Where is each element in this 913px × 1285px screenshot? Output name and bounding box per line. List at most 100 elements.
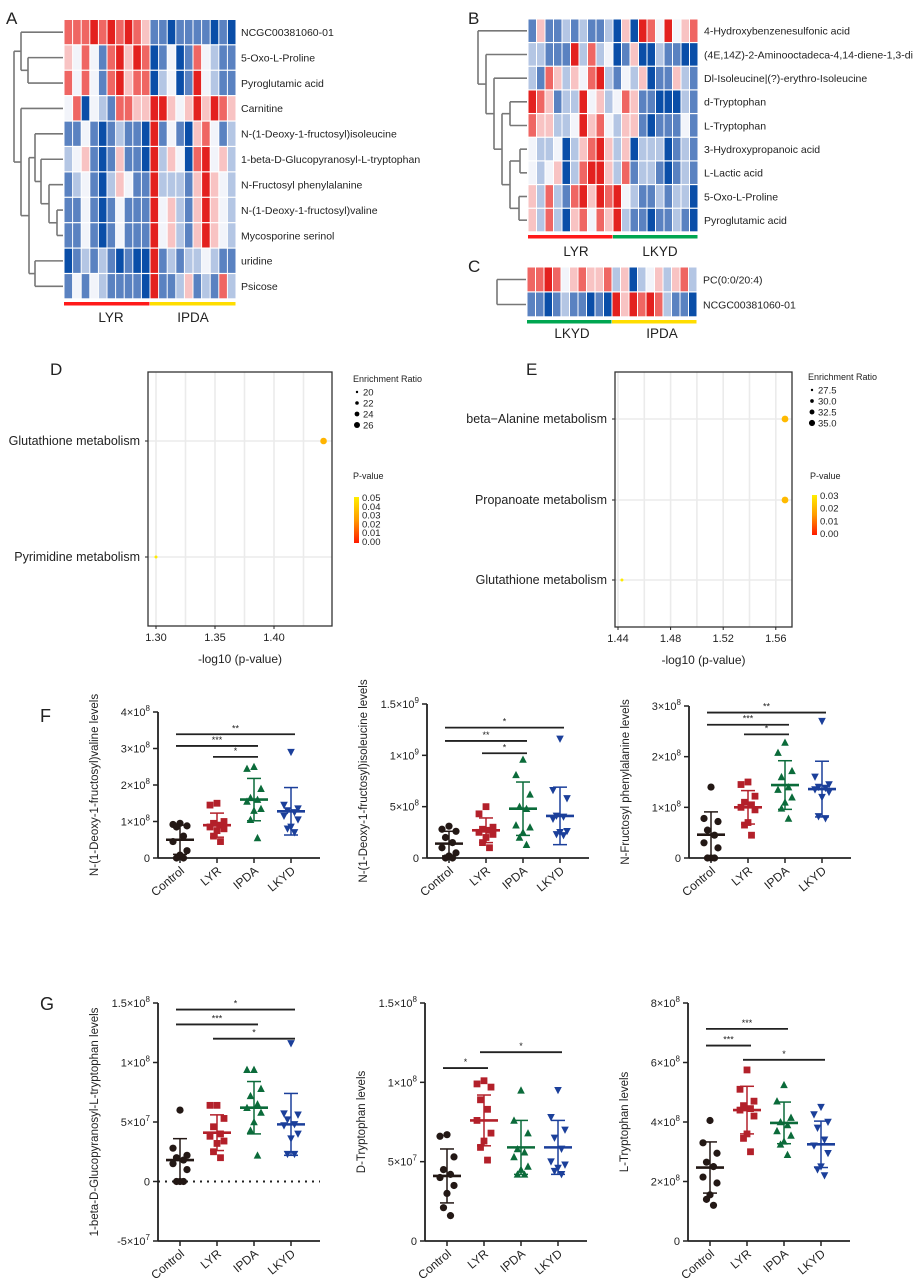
heatmap-cell (664, 66, 672, 90)
heatmap-row-label: (4E,14Z)-2-Aminooctadeca-4,14-diene-1,3-… (704, 49, 913, 61)
heatmap-cell (681, 90, 689, 113)
size-legend-label: 32.5 (818, 408, 837, 419)
heatmap-cell (184, 20, 193, 45)
heatmap-cell (596, 208, 604, 232)
heatmap-cell (537, 114, 545, 137)
heatmap-cell (116, 70, 124, 96)
heatmap-cell (630, 66, 638, 90)
data-point-circle (439, 1166, 448, 1174)
y-tick-exponent: 8 (676, 995, 681, 1004)
heatmap-cell (622, 90, 630, 113)
heatmap-cell (579, 161, 587, 184)
heatmap-cell (184, 274, 193, 299)
heatmap-cell (673, 185, 681, 208)
y-tick-label: 0 (674, 1236, 680, 1248)
heatmap-cell (176, 172, 184, 197)
heatmap-cell (639, 90, 647, 113)
heatmap-cell (202, 197, 210, 223)
data-point-triangle-up (526, 790, 534, 798)
x-tick-label: Control (417, 864, 456, 900)
data-point-triangle-down (559, 832, 568, 840)
data-point-square (740, 1102, 747, 1110)
heatmap-cell (176, 248, 184, 273)
heatmap-cell (656, 114, 664, 137)
data-point-square (489, 823, 497, 831)
group-color-bar (150, 302, 236, 306)
data-point-triangle-down (280, 1110, 288, 1118)
data-point-square (475, 828, 483, 836)
y-tick-label: 0 (144, 853, 150, 865)
heatmap-cell (116, 172, 124, 197)
size-legend-dot (810, 388, 814, 392)
heatmap-cell (596, 161, 604, 184)
heatmap-cell (141, 223, 150, 248)
enrichment-point (154, 555, 158, 559)
heatmap-cell (673, 19, 681, 42)
y-tick-exponent: 7 (413, 1154, 418, 1163)
heatmap-cell (656, 208, 664, 232)
heatmap-cell (141, 147, 150, 172)
significance-stars: *** (742, 1018, 753, 1028)
heatmap-cell (184, 248, 193, 273)
heatmap-cell (202, 45, 210, 70)
heatmap-cell (219, 96, 227, 121)
heatmap-cell (219, 197, 227, 223)
heatmap-cell (605, 161, 613, 184)
data-point-circle (179, 854, 188, 862)
heatmap-cell (202, 147, 210, 172)
heatmap-cell (612, 267, 620, 292)
data-point-circle (169, 1160, 177, 1168)
heatmap-cell (613, 43, 621, 66)
x-tick-label: LYR (198, 863, 224, 888)
heatmap-cell (150, 248, 159, 273)
heatmap-cell (159, 274, 167, 299)
heatmap-cell (107, 223, 116, 248)
heatmap-cell (150, 223, 159, 248)
heatmap-cell (90, 274, 98, 299)
data-point-triangle-up (784, 783, 793, 791)
heatmap-cell (184, 172, 193, 197)
data-point-triangle-down (547, 1158, 555, 1166)
heatmap-cell (107, 274, 116, 299)
heatmap-cell (596, 114, 604, 137)
data-point-triangle-up (787, 1113, 795, 1121)
y-tick-exponent: 8 (146, 814, 151, 823)
y-tick-exponent: 9 (415, 696, 420, 705)
y-tick-mantissa: 1.5×10 (381, 699, 415, 711)
heatmap-cell (545, 90, 553, 113)
heatmap-cell (571, 208, 579, 232)
heatmap-cell (124, 96, 133, 121)
pathway-label: Propanoate metabolism (475, 493, 607, 507)
data-point-square (210, 1123, 217, 1131)
heatmap-cell (176, 197, 184, 223)
y-tick-label: 5×108 (390, 799, 420, 814)
x-tick-label: 1.40 (263, 632, 284, 644)
data-point-triangle-up (773, 1097, 781, 1105)
heatmap-cell (562, 90, 570, 113)
heatmap-cell (73, 45, 81, 70)
heatmap-cell (537, 90, 545, 113)
heatmap-cell (73, 274, 81, 299)
data-point-square (480, 1077, 488, 1085)
y-tick-label: 2×108 (651, 1174, 681, 1189)
data-point-circle (179, 832, 188, 840)
size-legend-dot (355, 390, 359, 394)
heatmap-cell (655, 292, 663, 317)
heatmap-cell (673, 114, 681, 137)
heatmap-cell (150, 96, 159, 121)
y-tick-exponent: 8 (413, 1074, 418, 1083)
group-color-bar (527, 320, 612, 324)
heatmap-cell (227, 70, 236, 96)
size-legend-dot (354, 422, 360, 428)
x-tick-label: IPDA (760, 1247, 790, 1276)
heatmap-cell (219, 147, 227, 172)
data-point-square (751, 792, 759, 800)
data-point-triangle-up (515, 833, 524, 841)
heatmap-cell (116, 147, 124, 172)
x-tick-label: LKYD (795, 1246, 828, 1277)
data-point-square (220, 1137, 228, 1145)
group-label: LKYD (554, 326, 590, 341)
heatmap-cell (554, 90, 562, 113)
heatmap-cell (202, 274, 210, 299)
heatmap-cell (150, 70, 159, 96)
